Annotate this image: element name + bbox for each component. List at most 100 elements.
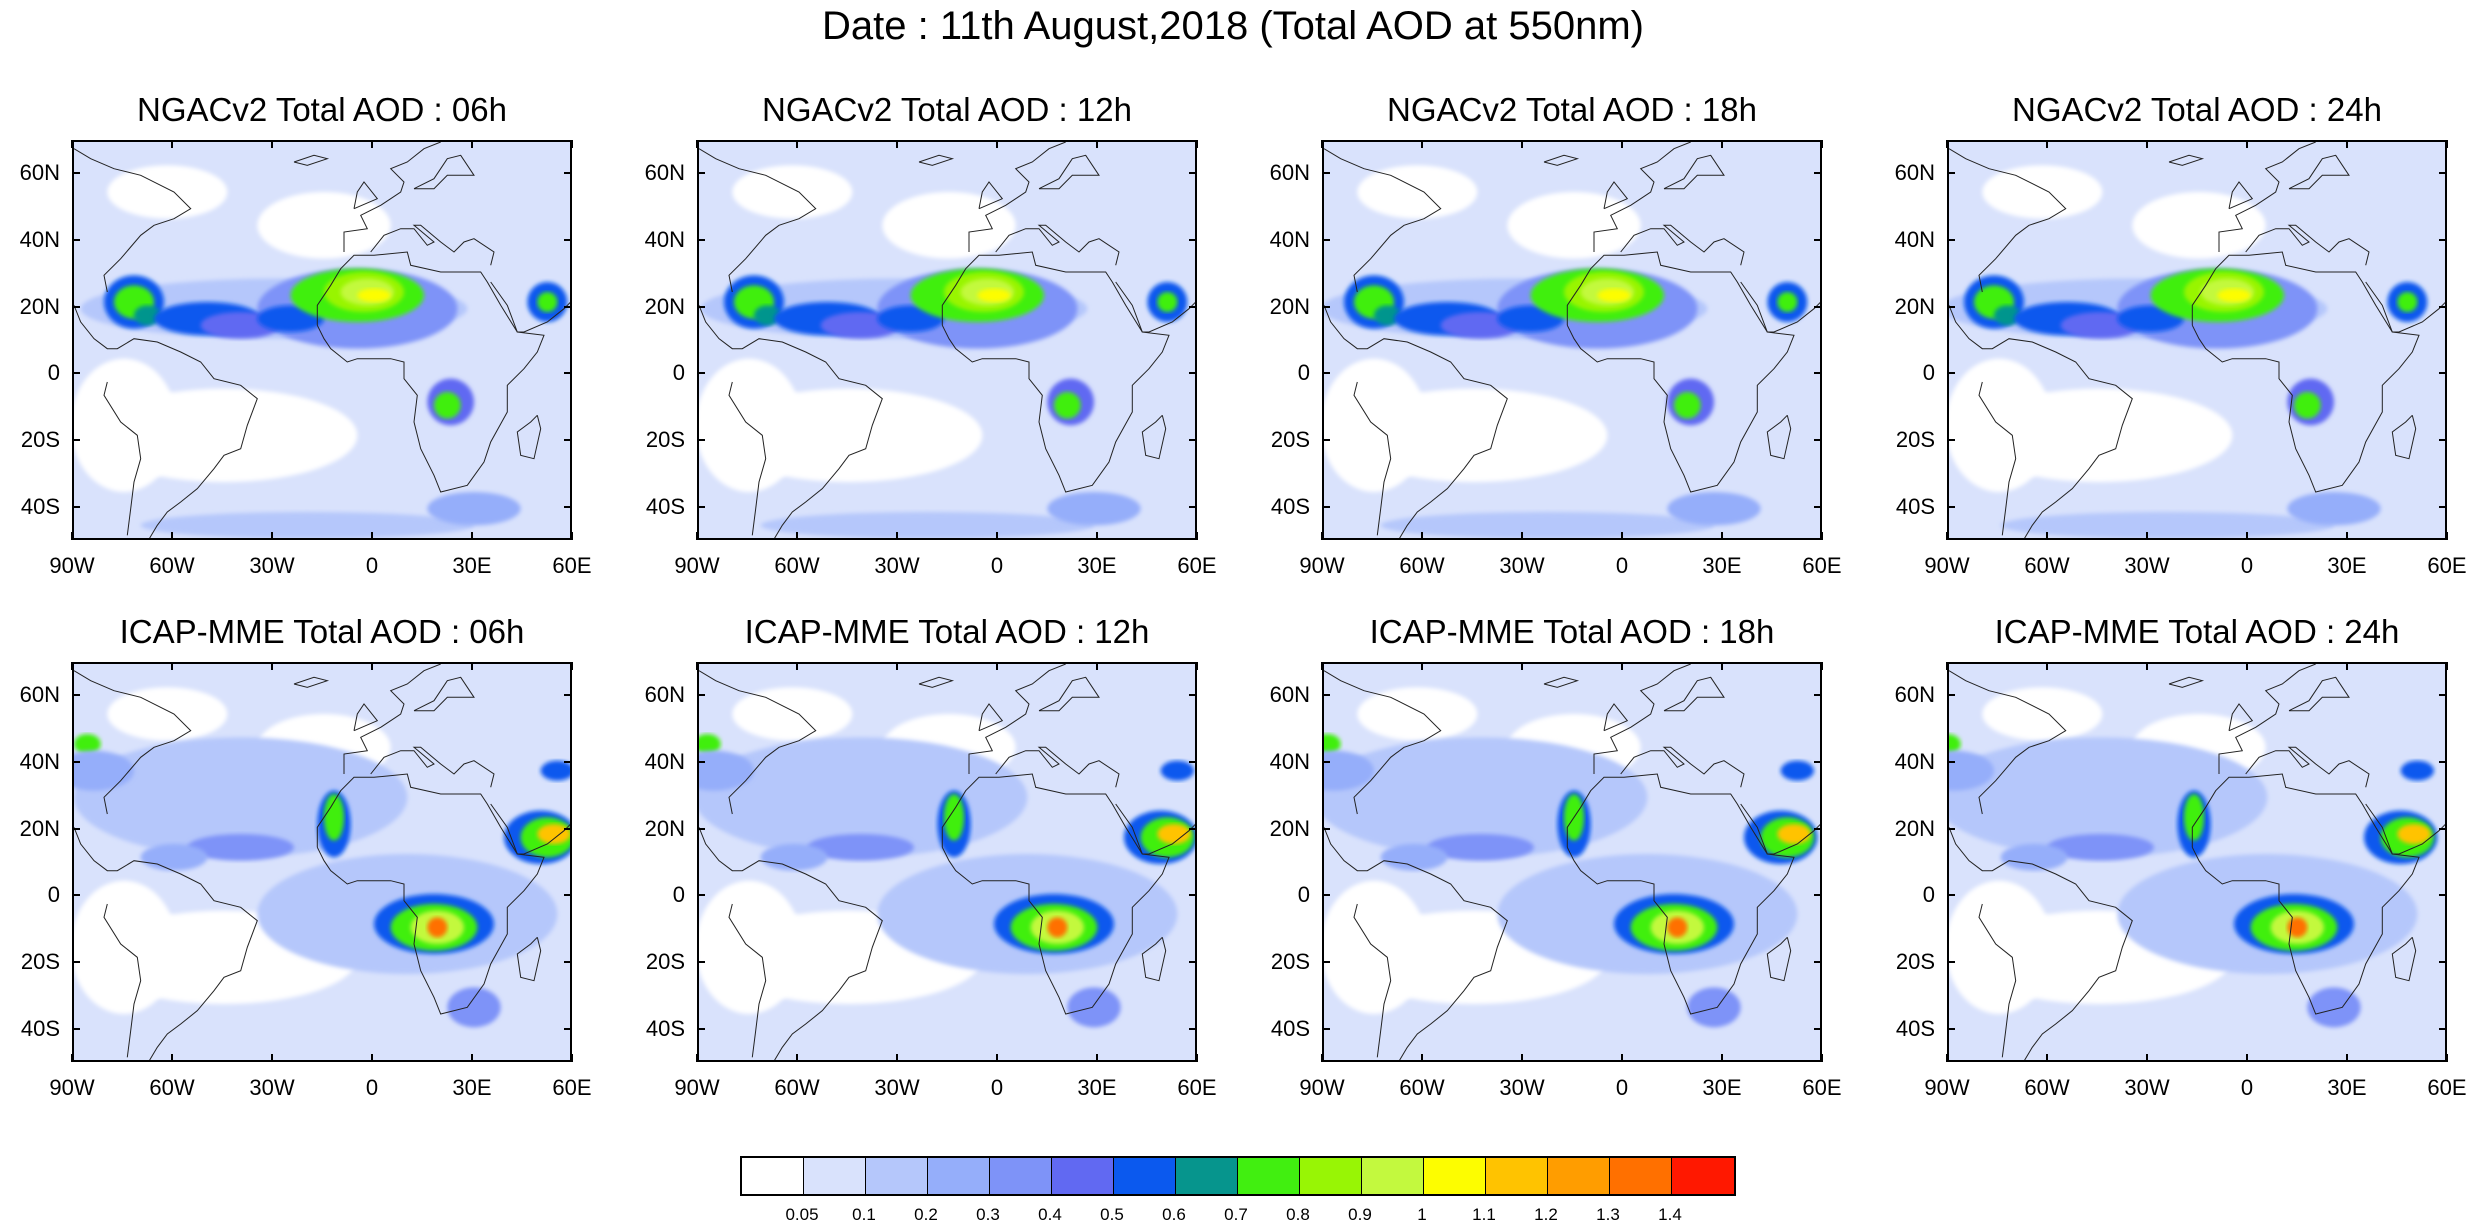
map-canvas — [1949, 664, 2445, 1060]
aod-plume — [807, 834, 914, 861]
coastline — [699, 827, 883, 1060]
coastline — [2191, 251, 2420, 493]
longitude-tick-label: 90W — [1924, 1075, 1970, 1100]
longitude-tick — [1421, 1054, 1423, 1062]
latitude-tick-label: 60N — [1894, 160, 1935, 186]
latitude-tick-label: 60N — [1894, 682, 1935, 708]
map-canvas — [699, 142, 1195, 538]
latitude-tick — [1189, 694, 1197, 697]
coastline — [1663, 676, 1725, 712]
colorbar — [740, 1156, 1736, 1196]
latitude-tick — [1189, 505, 1197, 508]
longitude-tick — [71, 532, 73, 540]
latitude-tick — [697, 694, 705, 697]
latitude-tick-label: 40N — [19, 227, 60, 252]
colorbar-label: 1.2 — [1534, 1205, 1558, 1224]
aod-plume — [2217, 288, 2251, 302]
longitude-tick-label: 60E — [1802, 553, 1842, 578]
colorbar-swatch — [928, 1158, 990, 1194]
longitude-tick-label: 30W — [874, 553, 920, 578]
coastline — [918, 154, 955, 166]
longitude-tick — [1821, 1054, 1823, 1062]
longitude-tick — [271, 1054, 273, 1062]
aod-plume — [1157, 292, 1178, 312]
longitude-tick-label: 30W — [249, 553, 295, 578]
colorbar-label: 1.1 — [1472, 1205, 1496, 1224]
latitude-tick — [1814, 239, 1822, 241]
latitude-tick — [1189, 894, 1197, 897]
latitude-tick-label: 20N — [1894, 293, 1935, 319]
latitude-tick — [564, 761, 572, 763]
latitude-tick — [1814, 505, 1822, 508]
longitude-tick-label: 60W — [774, 1075, 820, 1100]
latitude-tick — [564, 505, 572, 508]
latitude-tick-label: 40N — [19, 749, 60, 774]
colorbar-swatch — [742, 1158, 804, 1194]
longitude-tick — [1096, 662, 1098, 670]
coastline — [1740, 281, 1820, 333]
coastline — [1663, 154, 1725, 190]
longitude-tick-label: 30E — [1077, 553, 1117, 578]
latitude-tick-label: 40N — [644, 749, 685, 774]
coastline — [941, 251, 1170, 493]
main-title: Date : 11th August,2018 (Total AOD at 55… — [822, 4, 1644, 48]
aod-map — [1322, 662, 1822, 1062]
longitude-tick-label: 90W — [49, 553, 95, 578]
longitude-tick-label: 30E — [452, 553, 492, 578]
latitude-tick — [697, 172, 705, 175]
longitude-tick-label: 60W — [1399, 553, 1445, 578]
latitude-tick — [2439, 694, 2447, 697]
latitude-tick — [564, 894, 572, 897]
longitude-tick — [1321, 1054, 1323, 1062]
map-panel: ICAP-MME Total AOD : 24h 60N 40N 20N 0 20S 40S… — [1895, 613, 2466, 1100]
longitude-tick — [271, 532, 273, 540]
latitude-tick-label: 20N — [19, 815, 60, 841]
latitude-tick — [2439, 505, 2447, 508]
latitude-tick-label: 40N — [644, 227, 685, 252]
coastline — [2191, 773, 2420, 1015]
colorbar-label: 0.8 — [1286, 1205, 1310, 1224]
coastline — [1543, 676, 1580, 688]
low-aod-region — [2132, 192, 2266, 259]
latitude-tick — [1947, 961, 1955, 963]
latitude-tick — [1814, 305, 1822, 308]
longitude-tick-label: 60W — [2024, 553, 2070, 578]
coastline — [2365, 803, 2445, 855]
coastline — [2288, 676, 2350, 712]
latitude-tick-label: 40S — [1270, 1015, 1310, 1041]
aod-plume — [2000, 512, 2334, 538]
longitude-tick — [1821, 532, 1823, 540]
latitude-tick-label: 20N — [644, 815, 685, 841]
coastline — [516, 414, 542, 460]
low-aod-region — [1982, 165, 2103, 219]
latitude-tick — [697, 439, 705, 441]
coastline — [995, 746, 1120, 788]
longitude-tick-label: 30E — [1702, 553, 1742, 578]
latitude-tick-label: 20N — [19, 293, 60, 319]
coastline — [1620, 224, 1745, 266]
coastline — [490, 281, 570, 333]
latitude-tick — [72, 894, 80, 897]
aod-plume — [2307, 987, 2361, 1028]
longitude-tick — [996, 140, 998, 148]
latitude-tick — [1322, 827, 1330, 830]
longitude-tick — [2346, 140, 2348, 148]
coastline — [2218, 664, 2316, 774]
latitude-tick-label: 0 — [47, 360, 60, 386]
longitude-tick — [1321, 662, 1323, 670]
coastline — [968, 664, 1066, 774]
aod-plume — [1597, 288, 1631, 302]
longitude-tick-label: 30E — [2327, 553, 2367, 578]
panel-title: ICAP-MME Total AOD : 12h — [744, 613, 1150, 650]
colorbar-label: 1.3 — [1596, 1205, 1620, 1224]
latitude-tick — [2439, 961, 2447, 963]
latitude-tick — [564, 1027, 572, 1030]
latitude-tick — [2439, 172, 2447, 175]
longitude-tick — [371, 532, 373, 540]
longitude-tick-label: 60E — [1177, 1075, 1217, 1100]
latitude-tick-label: 60N — [19, 160, 60, 186]
coastline — [2228, 703, 2254, 732]
coastline — [699, 670, 817, 815]
aod-plume — [140, 844, 208, 871]
latitude-tick — [564, 305, 572, 308]
